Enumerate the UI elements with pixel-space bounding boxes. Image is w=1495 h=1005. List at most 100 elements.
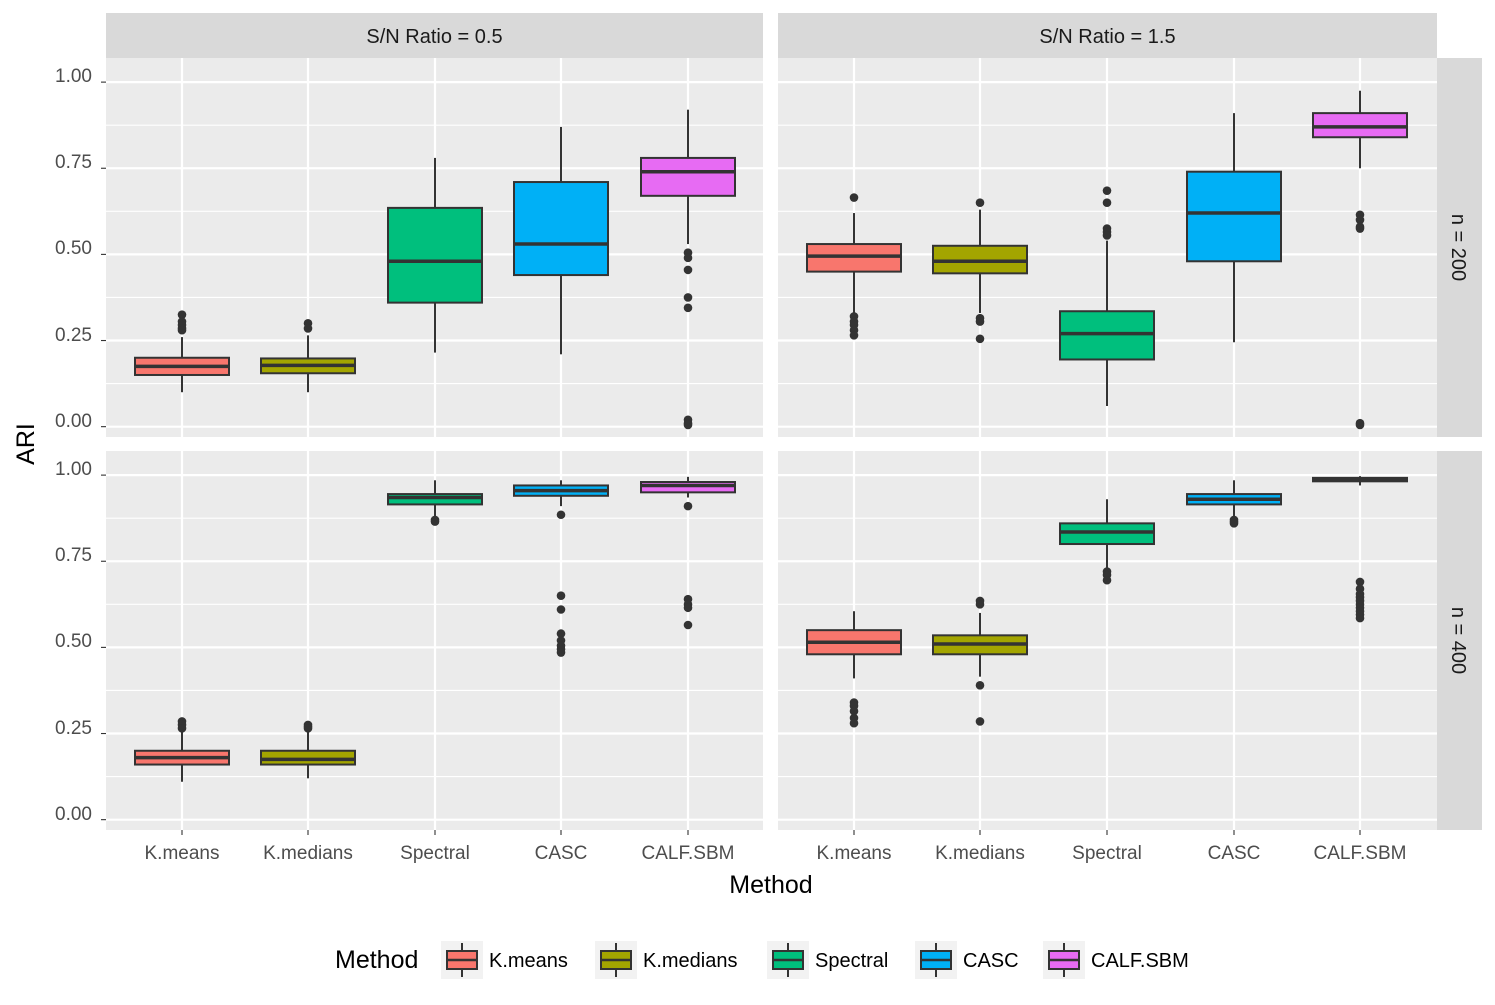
box-calf-sbm bbox=[1312, 476, 1408, 623]
outlier-point bbox=[556, 629, 566, 638]
panel-1-1 bbox=[778, 451, 1437, 835]
legend-label-calfsbm: CALF.SBM bbox=[1091, 950, 1189, 972]
iqr-box bbox=[640, 156, 736, 197]
outlier-point bbox=[1355, 577, 1365, 587]
outlier-point bbox=[1229, 519, 1239, 528]
box-k-means bbox=[806, 193, 902, 340]
outlier-point bbox=[1102, 198, 1112, 208]
box-k-medians bbox=[932, 198, 1028, 344]
outlier-point bbox=[975, 198, 985, 208]
y-tick-label: 0.00 bbox=[55, 804, 92, 825]
y-ticks-row-1: 0.00 0.25 0.50 0.75 1.00 bbox=[55, 459, 92, 825]
y-tick-label: 0.75 bbox=[55, 152, 92, 173]
outlier-point bbox=[849, 331, 859, 340]
y-tick-label: 0.75 bbox=[55, 545, 92, 566]
outlier-point bbox=[556, 510, 566, 520]
legend-key-casc bbox=[915, 941, 957, 979]
outlier-point bbox=[303, 324, 313, 333]
outlier-point bbox=[975, 600, 985, 609]
panel-0-0 bbox=[101, 58, 763, 437]
legend-label-spectral: Spectral bbox=[815, 950, 888, 972]
legend-key-k-means bbox=[441, 941, 483, 979]
outlier-point bbox=[1355, 224, 1365, 233]
box-k-medians bbox=[932, 596, 1028, 726]
outlier-point bbox=[556, 605, 566, 614]
outlier-point bbox=[683, 303, 693, 313]
iqr-box bbox=[1186, 170, 1282, 263]
column-strips: S/N Ratio = 0.5 S/N Ratio = 1.5 bbox=[106, 13, 1437, 58]
legend-label-kmeans: K.means bbox=[489, 950, 568, 972]
x-ticks-col-0: K.means K.medians Spectral CASC CALF.SBM bbox=[145, 843, 735, 864]
x-tick-label: K.means bbox=[817, 843, 892, 864]
outlier-point bbox=[1355, 215, 1365, 225]
strip-row-1-label: n = 400 bbox=[1447, 607, 1469, 674]
legend-key-spectral bbox=[767, 941, 809, 979]
box-calf-sbm bbox=[1312, 90, 1408, 430]
box-k-means bbox=[134, 717, 230, 782]
outlier-point bbox=[177, 724, 187, 733]
x-tick-label: K.means bbox=[145, 843, 220, 864]
legend-keys bbox=[441, 941, 1085, 979]
y-tick-label: 0.50 bbox=[55, 238, 92, 259]
strip-row-0-label: n = 200 bbox=[1447, 214, 1469, 281]
box-k-means bbox=[806, 611, 902, 728]
box-casc bbox=[1186, 113, 1282, 343]
outlier-point bbox=[849, 718, 859, 728]
outlier-point bbox=[849, 193, 859, 202]
box-spectral bbox=[1059, 186, 1155, 406]
x-tick-label: K.medians bbox=[935, 843, 1025, 864]
outlier-point bbox=[1102, 575, 1112, 585]
panel-1-0 bbox=[778, 58, 1437, 437]
outlier-point bbox=[683, 603, 693, 613]
outlier-point bbox=[683, 293, 693, 302]
x-tick-label: CALF.SBM bbox=[642, 843, 735, 864]
strip-row-0-bg bbox=[1437, 58, 1482, 437]
outlier-point bbox=[1102, 186, 1112, 195]
outlier-point bbox=[975, 717, 985, 726]
iqr-box bbox=[387, 206, 483, 304]
legend-title: Method bbox=[335, 946, 418, 974]
box-casc bbox=[513, 480, 609, 657]
box-calf-sbm bbox=[640, 109, 736, 430]
y-tick-label: 0.00 bbox=[55, 411, 92, 432]
outlier-point bbox=[1355, 420, 1365, 430]
x-tick-label: CASC bbox=[1208, 843, 1261, 864]
x-tick-label: CALF.SBM bbox=[1314, 843, 1407, 864]
panel-0-1 bbox=[101, 451, 763, 835]
box-calf-sbm bbox=[640, 476, 736, 630]
panels bbox=[101, 58, 1437, 835]
x-ticks-col-1: K.means K.medians Spectral CASC CALF.SBM bbox=[817, 843, 1407, 864]
y-tick-label: 1.00 bbox=[55, 66, 92, 87]
outlier-point bbox=[683, 501, 693, 511]
box-k-medians bbox=[260, 720, 356, 779]
x-tick-label: K.medians bbox=[263, 843, 353, 864]
box-casc bbox=[513, 126, 609, 355]
outlier-point bbox=[303, 724, 313, 733]
row-strips: n = 200 n = 400 bbox=[1437, 58, 1482, 830]
outlier-point bbox=[556, 648, 566, 657]
legend-label-kmedians: K.medians bbox=[643, 950, 738, 972]
y-tick-label: 0.25 bbox=[55, 718, 92, 739]
outlier-point bbox=[975, 317, 985, 326]
y-tick-label: 0.25 bbox=[55, 325, 92, 346]
y-tick-label: 0.50 bbox=[55, 631, 92, 652]
box-k-means bbox=[134, 310, 230, 393]
strip-col-0-bg bbox=[106, 13, 763, 58]
outlier-point bbox=[683, 620, 693, 630]
outlier-point bbox=[849, 706, 859, 716]
strip-row-1-bg bbox=[1437, 451, 1482, 830]
outlier-point bbox=[683, 265, 693, 275]
box-spectral bbox=[1059, 499, 1155, 585]
y-axis-title: ARI bbox=[12, 423, 40, 465]
strip-col-0-label: S/N Ratio = 0.5 bbox=[366, 26, 502, 48]
outlier-point bbox=[683, 253, 693, 263]
box-spectral bbox=[387, 480, 483, 526]
outlier-point bbox=[430, 517, 440, 526]
outlier-point bbox=[975, 680, 985, 690]
outlier-point bbox=[556, 591, 566, 601]
box-spectral bbox=[387, 157, 483, 353]
x-tick-label: Spectral bbox=[1072, 843, 1142, 864]
y-tick-label: 1.00 bbox=[55, 459, 92, 480]
x-tick-label: CASC bbox=[535, 843, 588, 864]
